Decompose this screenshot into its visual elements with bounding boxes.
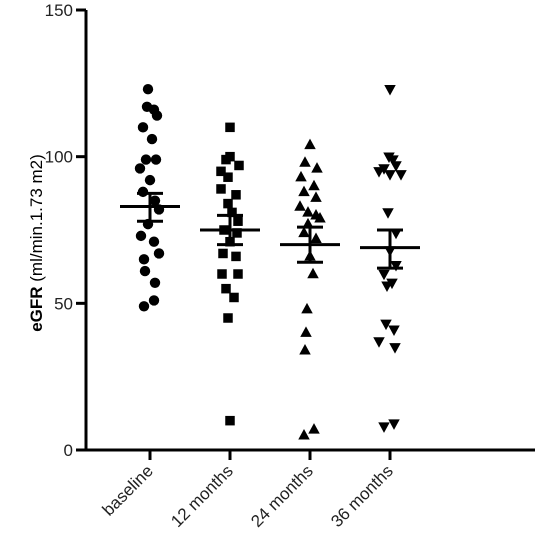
data-point-triangle-up bbox=[302, 206, 314, 217]
data-point-triangle-down bbox=[387, 155, 399, 166]
data-point-circle bbox=[144, 174, 156, 186]
data-point-circle bbox=[148, 295, 160, 306]
data-point-circle bbox=[148, 236, 160, 247]
data-point-triangle-down bbox=[378, 164, 390, 175]
data-point-triangle-down bbox=[373, 337, 385, 348]
data-point-triangle-up bbox=[298, 429, 310, 440]
data-point-triangle-up bbox=[307, 267, 319, 279]
data-point-triangle-down bbox=[382, 208, 394, 219]
y-axis-label: eGFR (ml/min.1.73 m2) bbox=[27, 154, 46, 332]
data-point-triangle-up bbox=[295, 170, 307, 182]
data-point-triangle-up bbox=[308, 179, 320, 191]
data-point-triangle-up bbox=[310, 191, 322, 202]
y-tick-label: 150 bbox=[45, 1, 73, 20]
data-point-circle bbox=[139, 265, 151, 277]
data-point-triangle-down bbox=[386, 278, 398, 290]
data-point-square bbox=[216, 166, 226, 177]
data-point-triangle-up bbox=[311, 162, 323, 173]
data-point-triangle-up bbox=[300, 326, 312, 337]
data-point-square bbox=[218, 248, 228, 259]
data-point-circle bbox=[146, 133, 158, 145]
data-point-square bbox=[225, 415, 235, 426]
data-point-triangle-down bbox=[388, 325, 400, 337]
data-point-square bbox=[216, 184, 226, 194]
data-point-triangle-up bbox=[314, 211, 326, 223]
y-axis-label-bold: eGFR bbox=[27, 286, 46, 331]
data-point-square bbox=[221, 154, 231, 165]
data-point-square bbox=[231, 251, 241, 262]
data-point-triangle-down bbox=[388, 419, 400, 430]
data-point-square bbox=[231, 190, 241, 200]
data-point-circle bbox=[140, 154, 152, 165]
data-point-square bbox=[217, 269, 227, 279]
y-tick-label: 50 bbox=[54, 294, 73, 313]
svg-text:eGFR (ml/min.1.73 m2): eGFR (ml/min.1.73 m2) bbox=[27, 154, 46, 332]
data-point-square bbox=[225, 122, 235, 133]
data-point-triangle-down bbox=[390, 261, 402, 272]
data-point-circle bbox=[149, 277, 161, 288]
data-point-triangle-down bbox=[380, 319, 392, 331]
data-point-square bbox=[221, 283, 231, 294]
data-point-circle bbox=[137, 122, 149, 133]
data-point-triangle-down bbox=[384, 170, 396, 181]
x-tick-label: 24 months bbox=[247, 461, 317, 531]
data-point-triangle-up bbox=[308, 423, 320, 434]
data-point-square bbox=[229, 292, 239, 303]
x-tick-label: baseline bbox=[99, 461, 157, 519]
data-point-triangle-down bbox=[384, 85, 396, 96]
axes: 0 50 100 150 baseline 12 months 24 months 36 mo… bbox=[45, 1, 535, 531]
y-tick-label: 100 bbox=[45, 148, 73, 167]
data-point-circle bbox=[138, 301, 150, 312]
data-marks bbox=[120, 84, 420, 440]
data-point-triangle-down bbox=[395, 170, 407, 181]
series-36-months bbox=[360, 85, 420, 433]
data-point-triangle-up bbox=[298, 185, 310, 197]
series-24-months bbox=[280, 138, 340, 440]
data-point-square bbox=[232, 228, 242, 238]
data-point-circle bbox=[149, 195, 161, 206]
data-point-circle bbox=[153, 248, 165, 259]
series-baseline bbox=[120, 84, 180, 312]
data-point-circle bbox=[135, 230, 147, 242]
data-point-triangle-up bbox=[304, 138, 316, 150]
data-point-triangle-up bbox=[299, 156, 311, 167]
data-point-square bbox=[234, 160, 244, 171]
data-point-circle bbox=[134, 163, 146, 174]
data-point-triangle-up bbox=[310, 232, 322, 243]
data-point-square bbox=[233, 269, 243, 279]
data-point-triangle-down bbox=[373, 167, 385, 178]
data-point-triangle-down bbox=[389, 343, 401, 354]
y-tick-label: 0 bbox=[64, 441, 73, 460]
data-point-triangle-up bbox=[299, 343, 311, 355]
data-point-square bbox=[223, 313, 233, 323]
data-point-circle bbox=[151, 110, 163, 121]
data-point-circle bbox=[138, 254, 150, 265]
data-point-triangle-down bbox=[378, 422, 390, 433]
x-tick-label: 12 months bbox=[167, 461, 237, 531]
data-point-triangle-up bbox=[294, 200, 306, 211]
data-point-square bbox=[227, 207, 237, 218]
data-point-circle bbox=[150, 154, 162, 165]
data-point-square bbox=[223, 172, 233, 182]
data-point-triangle-up bbox=[301, 302, 313, 314]
data-point-circle bbox=[142, 84, 154, 95]
x-tick-label: 36 months bbox=[327, 461, 397, 531]
data-point-triangle-down bbox=[378, 269, 390, 281]
data-point-square bbox=[223, 198, 233, 209]
y-axis-label-unit: (ml/min.1.73 m2) bbox=[27, 154, 46, 286]
data-point-square bbox=[233, 216, 243, 226]
data-point-triangle-down bbox=[381, 281, 393, 293]
data-point-triangle-down bbox=[390, 161, 402, 172]
series-12-months bbox=[200, 122, 260, 426]
data-point-triangle-up bbox=[298, 226, 310, 238]
